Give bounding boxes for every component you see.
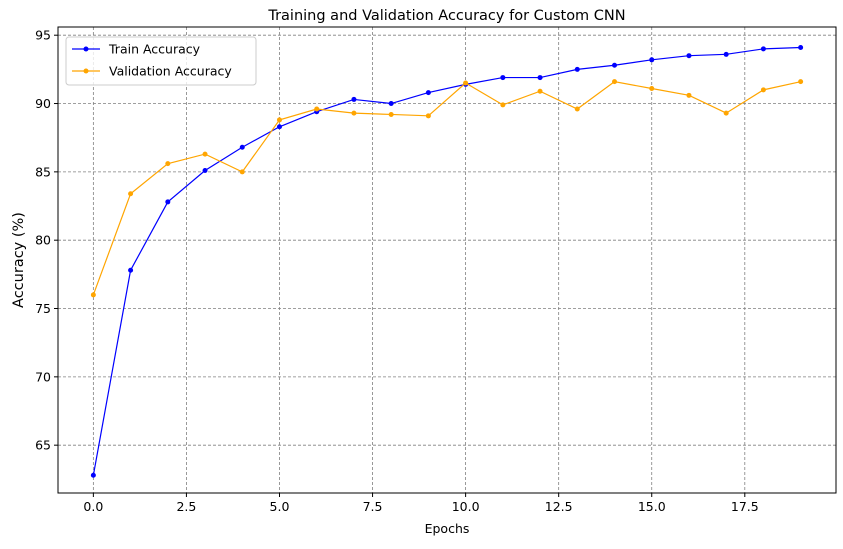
data-point — [537, 75, 543, 81]
x-tick-label: 12.5 — [545, 499, 573, 514]
legend-entry: Validation Accuracy — [72, 64, 232, 79]
data-point — [202, 151, 208, 157]
data-point — [760, 46, 766, 52]
y-tick-label: 65 — [35, 438, 51, 453]
data-point — [165, 161, 171, 167]
y-axis-ticks: 65 70 75 80 85 90 95 — [35, 28, 58, 453]
data-point — [276, 117, 282, 123]
y-tick-label: 75 — [35, 301, 51, 316]
data-point — [574, 66, 580, 72]
y-tick-label: 90 — [35, 96, 51, 111]
data-point — [612, 62, 618, 68]
x-tick-label: 7.5 — [363, 499, 383, 514]
series-validation — [90, 79, 804, 298]
data-point — [612, 79, 618, 85]
chart-title: Training and Validation Accuracy for Cus… — [267, 8, 625, 24]
data-point — [463, 80, 469, 86]
data-point — [798, 79, 804, 85]
data-point — [686, 92, 692, 98]
x-tick-label: 10.0 — [452, 499, 480, 514]
data-point — [649, 57, 655, 63]
x-tick-label: 2.5 — [176, 499, 196, 514]
legend-marker — [83, 68, 89, 74]
data-point — [537, 88, 543, 94]
data-point — [128, 267, 134, 273]
legend-label: Train Accuracy — [108, 42, 201, 57]
x-tick-label: 17.5 — [731, 499, 759, 514]
data-point — [649, 85, 655, 91]
data-point — [723, 110, 729, 116]
data-point — [351, 110, 357, 116]
data-point — [165, 199, 171, 205]
data-point — [276, 124, 282, 130]
y-tick-label: 70 — [35, 369, 51, 384]
data-point — [500, 75, 506, 81]
data-point — [388, 111, 394, 117]
x-tick-label: 15.0 — [638, 499, 666, 514]
data-point — [128, 191, 134, 197]
legend-box — [65, 36, 257, 86]
y-tick-label: 85 — [35, 164, 51, 179]
data-point — [425, 90, 431, 96]
y-tick-label: 95 — [35, 28, 51, 43]
legend-label: Validation Accuracy — [109, 64, 232, 79]
data-point — [314, 106, 320, 112]
data-point — [500, 102, 506, 108]
series-line — [92, 81, 801, 296]
legend-entry: Train Accuracy — [72, 42, 201, 57]
legend-entries: Train Accuracy Validation Accuracy — [72, 42, 232, 79]
series-line — [92, 46, 801, 476]
data-point — [90, 292, 96, 298]
data-point — [574, 106, 580, 112]
data-point — [239, 144, 245, 150]
x-axis-label: Epochs — [425, 521, 470, 536]
data-point — [351, 96, 357, 102]
plot-frame — [57, 26, 837, 494]
x-tick-label: 0.0 — [83, 499, 103, 514]
data-point — [686, 53, 692, 59]
data-point — [90, 472, 96, 478]
data-point — [723, 51, 729, 57]
series-train — [90, 44, 804, 478]
data-point — [239, 169, 245, 175]
data-point — [388, 101, 394, 107]
series-layer — [90, 44, 804, 478]
data-point — [798, 44, 804, 50]
grid-lines — [58, 27, 836, 493]
y-tick-label: 80 — [35, 233, 51, 248]
legend-marker — [83, 46, 89, 52]
y-axis-label: Accuracy (%) — [11, 212, 27, 308]
x-axis-ticks: 0.0 2.5 5.0 7.5 10.0 12.5 15.0 17.5 — [83, 493, 759, 514]
data-point — [202, 167, 208, 173]
legend: Train Accuracy Validation Accuracy — [65, 36, 257, 86]
x-tick-label: 5.0 — [270, 499, 290, 514]
data-point — [760, 87, 766, 93]
data-point — [425, 113, 431, 119]
